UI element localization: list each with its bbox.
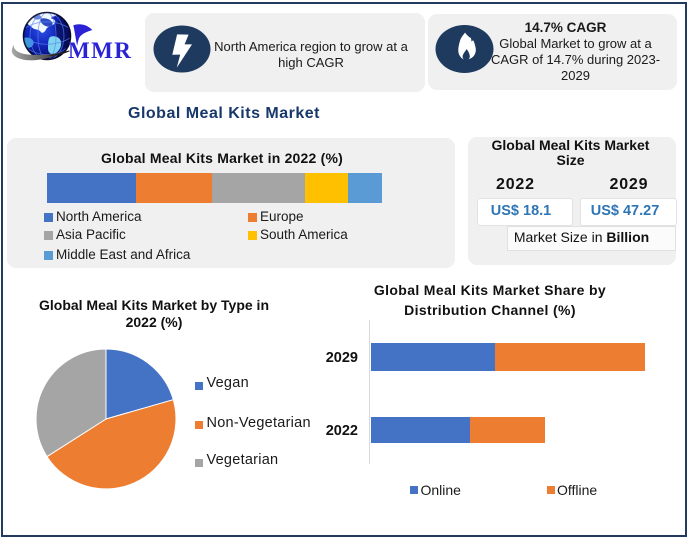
svg-text:MMR: MMR [68,38,132,63]
